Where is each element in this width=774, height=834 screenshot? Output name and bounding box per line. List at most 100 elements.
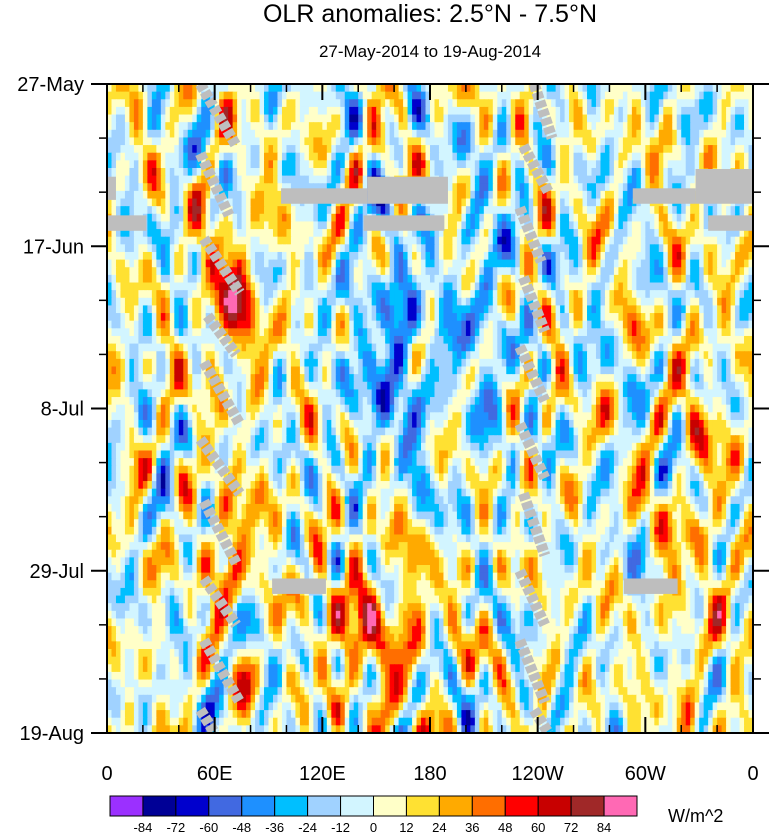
heatmap-cell	[470, 213, 476, 223]
heatmap-cell	[169, 221, 175, 230]
heatmap-cell	[510, 335, 516, 345]
heatmap-cell	[349, 305, 355, 314]
heatmap-cell	[542, 328, 548, 337]
heatmap-cell	[147, 152, 153, 161]
heatmap-cell	[187, 282, 193, 291]
heatmap-cell	[672, 106, 678, 116]
heatmap-cell	[425, 259, 431, 268]
heatmap-cell	[613, 137, 620, 146]
heatmap-cell	[483, 328, 489, 337]
heatmap-cell	[528, 206, 534, 215]
heatmap-cell	[622, 206, 628, 215]
heatmap-cell	[228, 229, 234, 238]
heatmap-cell	[196, 167, 202, 177]
heatmap-cell	[255, 282, 261, 291]
heatmap-cell	[111, 198, 117, 207]
heatmap-cell	[578, 91, 584, 100]
heatmap-cell	[142, 106, 148, 116]
heatmap-cell	[430, 152, 436, 161]
heatmap-cell	[542, 244, 548, 253]
heatmap-cell	[730, 251, 736, 261]
heatmap-cell	[483, 297, 489, 307]
heatmap-cell	[272, 167, 279, 177]
heatmap-cell	[246, 122, 252, 131]
heatmap-cell	[313, 122, 319, 131]
heatmap-cell	[690, 328, 696, 337]
heatmap-cell	[735, 320, 741, 329]
heatmap-cell	[676, 313, 682, 322]
heatmap-cell	[389, 282, 395, 291]
heatmap-cell	[551, 160, 557, 169]
heatmap-cell	[479, 343, 485, 352]
heatmap-cell	[600, 267, 606, 276]
heatmap-cell	[380, 137, 386, 146]
heatmap-cell	[609, 267, 615, 276]
heatmap-cell	[685, 267, 691, 276]
heatmap-cell	[129, 305, 135, 314]
heatmap-cell	[196, 190, 202, 200]
heatmap-cell	[107, 335, 113, 345]
heatmap-cell	[317, 335, 323, 345]
heatmap-cell	[295, 106, 301, 116]
heatmap-cell	[107, 160, 113, 169]
heatmap-cell	[510, 114, 516, 123]
heatmap-cell	[560, 84, 566, 93]
heatmap-cell	[461, 244, 467, 253]
heatmap-cell	[255, 259, 261, 268]
heatmap-cell	[546, 129, 552, 139]
heatmap-cell	[322, 236, 328, 245]
heatmap-cell	[344, 290, 350, 299]
heatmap-cell	[394, 320, 400, 329]
heatmap-cell	[187, 236, 193, 245]
heatmap-cell	[326, 297, 332, 307]
heatmap-cell	[699, 290, 705, 299]
heatmap-cell	[192, 122, 198, 131]
heatmap-cell	[744, 244, 750, 253]
heatmap-cell	[551, 229, 557, 238]
heatmap-cell	[394, 259, 400, 268]
heatmap-cell	[506, 175, 512, 184]
heatmap-cell	[205, 328, 211, 337]
heatmap-cell	[474, 305, 480, 314]
heatmap-cell	[542, 259, 548, 268]
heatmap-cell	[515, 84, 521, 93]
heatmap-cell	[510, 343, 516, 352]
heatmap-cell	[268, 320, 274, 329]
heatmap-cell	[290, 313, 297, 322]
heatmap-cell	[613, 305, 620, 314]
heatmap-cell	[362, 267, 368, 276]
heatmap-cell	[272, 313, 279, 322]
heatmap-cell	[627, 91, 633, 100]
heatmap-cell	[246, 251, 252, 261]
heatmap-cell	[613, 152, 620, 161]
heatmap-cell	[497, 335, 503, 345]
heatmap-cell	[519, 84, 525, 93]
heatmap-cell	[582, 91, 588, 100]
heatmap-cell	[515, 305, 521, 314]
heatmap-cell	[376, 236, 382, 245]
heatmap-cell	[510, 305, 516, 314]
heatmap-cell	[430, 267, 436, 276]
heatmap-cell	[304, 175, 310, 184]
heatmap-cell	[385, 343, 391, 352]
heatmap-cell	[268, 206, 274, 215]
heatmap-cell	[519, 229, 525, 238]
heatmap-cell	[645, 84, 651, 93]
heatmap-cell	[308, 122, 314, 131]
heatmap-cell	[295, 320, 301, 329]
heatmap-cell	[483, 229, 489, 238]
heatmap-cell	[618, 229, 624, 238]
heatmap-cell	[663, 114, 669, 123]
heatmap-cell	[452, 152, 458, 161]
heatmap-cell	[627, 145, 633, 154]
heatmap-cell	[358, 328, 364, 337]
heatmap-cell	[703, 160, 709, 169]
heatmap-cell	[627, 106, 633, 116]
heatmap-cell	[690, 114, 696, 123]
heatmap-cell	[636, 282, 642, 291]
heatmap-cell	[587, 313, 593, 322]
heatmap-cell	[483, 129, 489, 139]
heatmap-cell	[151, 244, 157, 253]
heatmap-cell	[717, 160, 723, 169]
heatmap-cell	[470, 267, 476, 276]
